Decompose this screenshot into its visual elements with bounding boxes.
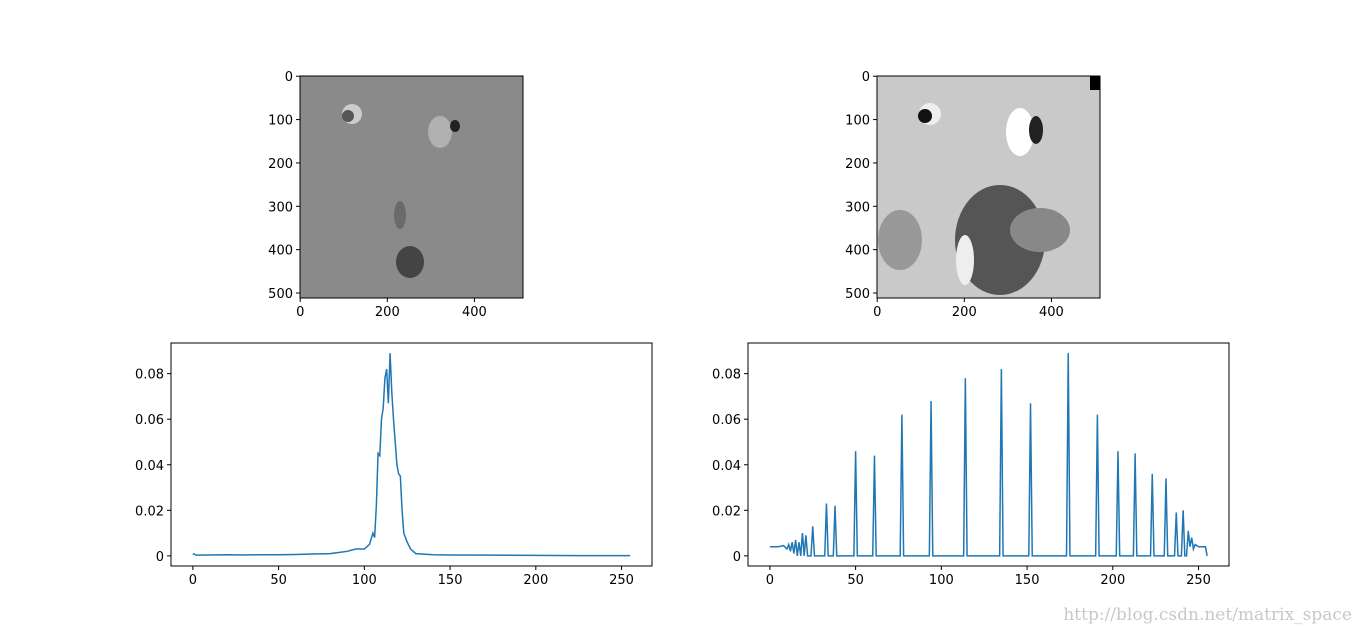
ridge (1006, 108, 1034, 156)
y-tick-label: 500 (268, 287, 293, 302)
axes-frame (170, 342, 653, 567)
y-tick-label: 0 (285, 70, 293, 85)
y-tick-label: 400 (268, 244, 293, 259)
ridge (428, 116, 452, 148)
y-tick-label: 200 (268, 157, 293, 172)
axes-frame (876, 75, 1101, 299)
y-tick-label: 0.06 (712, 413, 741, 428)
ridge (956, 235, 974, 285)
x-tick-label: 200 (523, 573, 548, 588)
y-tick-label: 200 (845, 157, 870, 172)
y-tick-label: 400 (845, 244, 870, 259)
axes-frame (747, 342, 1230, 567)
x-tick-label: 100 (929, 573, 954, 588)
x-tick-label: 200 (375, 305, 400, 320)
x-tick-label: 0 (766, 573, 774, 588)
x-tick-label: 150 (438, 573, 463, 588)
y-tick-label: 300 (268, 200, 293, 215)
x-tick-label: 50 (270, 573, 287, 588)
dark-region (1010, 208, 1070, 252)
y-tick-label: 0.08 (135, 368, 164, 383)
x-tick-label: 0 (873, 305, 881, 320)
line-series (192, 353, 631, 557)
crater-shadow (1029, 116, 1043, 144)
watermark: http://blog.csdn.net/matrix_space (1063, 605, 1352, 625)
dark-region (878, 210, 922, 270)
image-right (877, 76, 1100, 298)
crater-shadow (450, 120, 460, 132)
dark-region (396, 246, 424, 278)
y-tick-label: 0 (156, 550, 164, 565)
y-tick-label: 500 (845, 287, 870, 302)
x-tick-label: 150 (1015, 573, 1040, 588)
y-tick-label: 100 (845, 114, 870, 129)
y-tick-label: 300 (845, 200, 870, 215)
y-tick-label: 0 (733, 550, 741, 565)
y-tick-label: 0.02 (135, 504, 164, 519)
x-tick-label: 100 (352, 573, 377, 588)
y-tick-label: 100 (268, 114, 293, 129)
y-tick-label: 0.04 (712, 459, 741, 474)
image-left (300, 76, 523, 298)
x-tick-label: 250 (1186, 573, 1211, 588)
crater-shadow (918, 109, 932, 123)
x-tick-label: 0 (189, 573, 197, 588)
x-tick-label: 250 (609, 573, 634, 588)
axes-frame (299, 75, 524, 299)
x-tick-label: 400 (462, 305, 487, 320)
x-tick-label: 400 (1039, 305, 1064, 320)
crater-shadow (342, 110, 354, 122)
y-tick-label: 0.02 (712, 504, 741, 519)
x-tick-label: 200 (952, 305, 977, 320)
dark-region (394, 201, 406, 229)
x-tick-label: 200 (1100, 573, 1125, 588)
y-tick-label: 0.04 (135, 459, 164, 474)
x-tick-label: 50 (847, 573, 864, 588)
y-tick-label: 0.08 (712, 368, 741, 383)
y-tick-label: 0.06 (135, 413, 164, 428)
dark-corner (1090, 76, 1100, 90)
x-tick-label: 0 (296, 305, 304, 320)
y-tick-label: 0 (862, 70, 870, 85)
line-series (769, 353, 1208, 557)
